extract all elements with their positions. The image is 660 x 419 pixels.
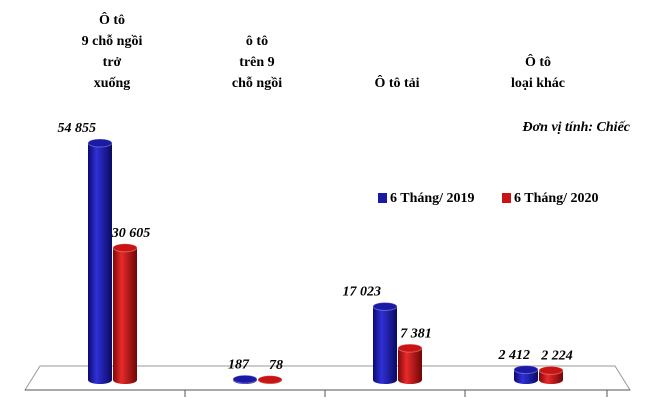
category-label: 9 chỗ ngồi bbox=[82, 33, 143, 49]
value-label: 2 224 bbox=[540, 349, 573, 364]
value-label: 7 381 bbox=[400, 326, 432, 341]
bar-top bbox=[112, 243, 138, 253]
legend-label: 6 Tháng/ 2020 bbox=[514, 191, 599, 206]
bar-top bbox=[87, 138, 113, 148]
bar-top bbox=[372, 301, 398, 311]
value-label: 30 605 bbox=[111, 226, 151, 241]
legend-swatch bbox=[502, 193, 511, 203]
bar bbox=[113, 247, 137, 384]
category-label: chỗ ngồi bbox=[232, 75, 282, 91]
bar-top bbox=[513, 365, 539, 375]
value-label: 78 bbox=[269, 358, 283, 373]
category-label: Ô tô tải bbox=[374, 74, 419, 91]
bar-top bbox=[232, 374, 258, 384]
bar-top bbox=[397, 343, 423, 353]
bar bbox=[398, 348, 422, 384]
value-label: 187 bbox=[228, 357, 250, 372]
unit-note: Đơn vị tính: Chiếc bbox=[522, 120, 631, 135]
value-label: 54 855 bbox=[58, 121, 97, 136]
category-label: trở bbox=[103, 55, 122, 70]
category-label: Ô tô bbox=[99, 11, 125, 28]
legend-label: 6 Tháng/ 2019 bbox=[390, 191, 475, 206]
category-label: Ô tô bbox=[525, 53, 551, 70]
category-label: trên 9 bbox=[239, 55, 274, 70]
bar-top bbox=[538, 365, 564, 375]
bar bbox=[88, 143, 112, 384]
category-label: loại khác bbox=[511, 76, 565, 91]
bar bbox=[373, 306, 397, 384]
bar bbox=[514, 369, 538, 384]
bar-top bbox=[257, 375, 283, 385]
value-label: 2 412 bbox=[498, 348, 531, 363]
value-label: 17 023 bbox=[343, 285, 382, 300]
category-label: ô tô bbox=[246, 34, 268, 49]
category-label: xuống bbox=[94, 76, 131, 91]
legend-swatch bbox=[378, 193, 387, 203]
